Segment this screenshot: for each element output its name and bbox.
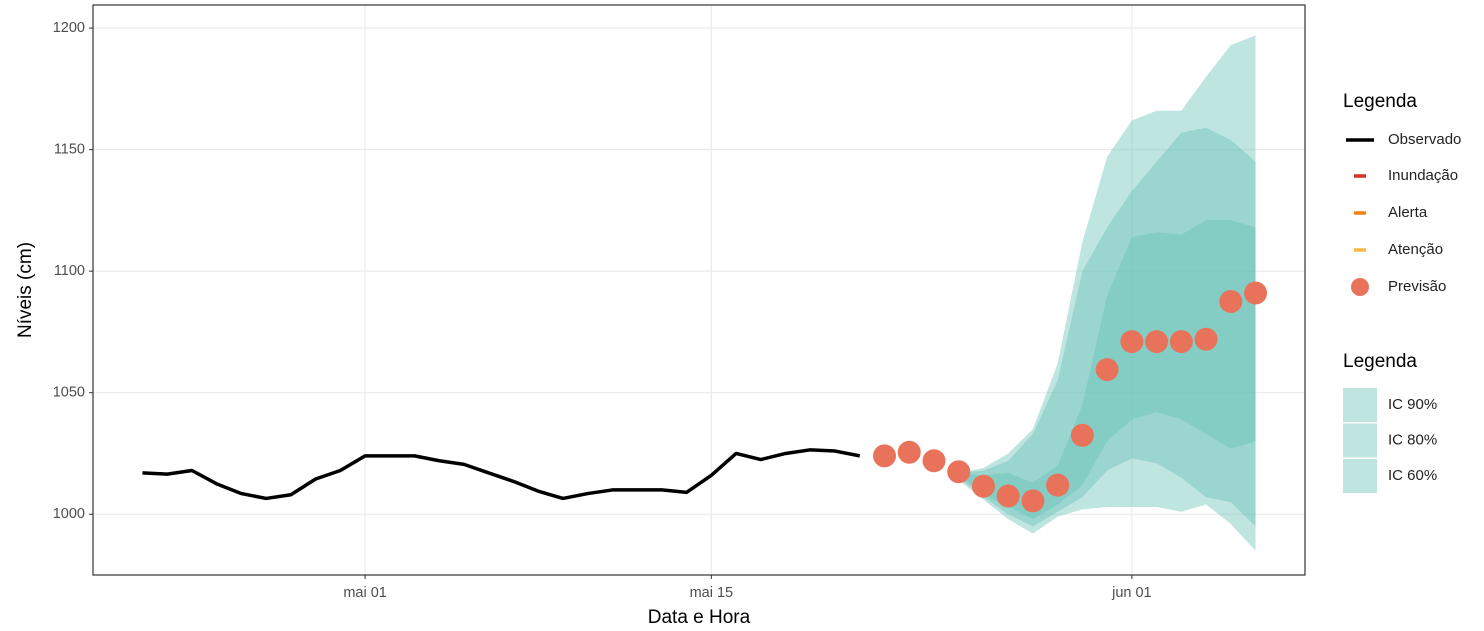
y-tick-label: 1050 <box>53 385 85 401</box>
forecast-point <box>1021 489 1045 513</box>
forecast-point <box>1169 330 1193 354</box>
confidence-band <box>958 35 1256 551</box>
observed-line <box>142 448 861 501</box>
forecast-point <box>873 444 897 468</box>
confidence-band <box>958 127 1256 527</box>
legend-key <box>1351 278 1369 296</box>
forecast-point <box>947 460 971 484</box>
forecast-point <box>1070 423 1094 447</box>
legend-title: Legenda <box>1343 91 1417 112</box>
legend-key <box>1343 423 1377 458</box>
y-tick-label: 1150 <box>54 141 85 157</box>
x-axis-title: Data e Hora <box>648 607 751 628</box>
legend-label: IC 80% <box>1388 431 1437 448</box>
forecast-point <box>1145 330 1169 354</box>
forecast-point <box>1095 358 1119 382</box>
legend-label: Alerta <box>1388 204 1428 221</box>
y-tick-label: 1200 <box>53 20 85 36</box>
y-axis-title: Níveis (cm) <box>15 242 36 338</box>
y-tick-label: 1000 <box>53 506 85 522</box>
forecast-point <box>971 474 995 498</box>
panel-border <box>92 4 1306 576</box>
forecast-point <box>1046 473 1070 497</box>
legend-label: IC 60% <box>1388 467 1437 484</box>
forecast-point <box>897 440 921 464</box>
legend-label: IC 90% <box>1388 396 1437 413</box>
x-tick-label: mai 15 <box>690 585 734 601</box>
forecast-point <box>922 449 946 473</box>
legend-key <box>1343 459 1377 493</box>
forecast-point <box>1219 290 1243 314</box>
legend-label: Observado <box>1388 131 1461 148</box>
legend-label: Previsão <box>1388 278 1446 295</box>
legend-label: Inundação <box>1388 167 1458 184</box>
y-tick-label: 1100 <box>54 263 85 279</box>
x-tick-label: jun 01 <box>1111 585 1152 601</box>
forecast-point <box>1194 327 1218 351</box>
forecast-point <box>996 484 1020 508</box>
x-tick-label: mai 01 <box>343 585 387 601</box>
legend-title: Legenda <box>1343 351 1417 372</box>
legend-key <box>1343 388 1377 422</box>
legend-label: Atenção <box>1388 241 1443 258</box>
forecast-point <box>1244 281 1268 305</box>
forecast-point <box>1120 330 1144 354</box>
